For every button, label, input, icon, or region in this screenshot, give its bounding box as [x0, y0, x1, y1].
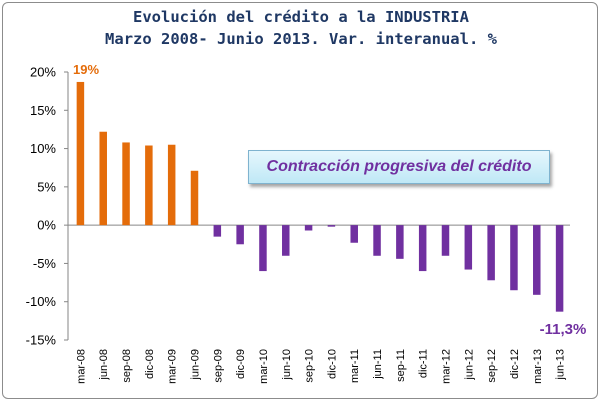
callout-text: Contracción progresiva del crédito [266, 158, 532, 175]
x-tick-label: jun-08 [98, 349, 110, 381]
x-tick-label: jun-12 [463, 349, 475, 381]
x-tick-label: mar-10 [258, 349, 270, 384]
x-tick-label: jun-13 [555, 349, 567, 381]
x-tick-label: jun-10 [281, 349, 293, 381]
y-tick-label: 20% [30, 65, 56, 80]
y-tick-label: 5% [37, 179, 56, 194]
bar [555, 225, 564, 312]
bar [282, 225, 290, 256]
chart-title-block: Evolución del crédito a la INDUSTRIA Mar… [0, 6, 602, 50]
bar [213, 225, 222, 237]
x-tick-label: mar-13 [532, 349, 544, 384]
bar [464, 225, 473, 270]
bars [76, 81, 564, 312]
bar [418, 225, 427, 272]
bar [190, 170, 199, 226]
x-tick-labels: mar-08 jun-08 sep-08 dic-08 mar-09 jun-09 sep-… [75, 349, 566, 384]
x-tick-label: sep-08 [121, 349, 133, 383]
chart-title: Evolución del crédito a la INDUSTRIA [133, 8, 469, 26]
bar [145, 145, 153, 226]
x-tick-label: mar-08 [75, 349, 87, 384]
bar [487, 225, 495, 281]
first-bar-label: 19% [73, 62, 99, 77]
last-bar-label: -11,3% [540, 321, 587, 338]
y-tick-label: 0% [37, 218, 56, 233]
chart-subtitle: Marzo 2008- Junio 2013. Var. interanual.… [105, 30, 497, 48]
bar [350, 225, 358, 243]
x-tick-label: dic-09 [235, 349, 247, 379]
x-tick-label: mar-11 [349, 349, 361, 383]
bar [373, 225, 381, 256]
y-tick-label: -5% [33, 256, 57, 271]
x-tick-label: sep-11 [395, 349, 407, 382]
x-tick-label: dic-08 [144, 349, 156, 379]
bar [327, 225, 336, 227]
bar [122, 142, 130, 226]
x-tick-label: dic-12 [509, 349, 521, 379]
bar [396, 225, 404, 259]
x-tick-label: dic-10 [326, 349, 338, 379]
y-axis: 20% 15% 10% 5% 0% -5% -10% -15% [26, 65, 570, 348]
x-tick-label: sep-10 [304, 349, 316, 383]
bar [236, 225, 244, 245]
y-tick-label: -15% [26, 333, 57, 348]
x-tick-label: mar-12 [441, 349, 453, 384]
bar [304, 225, 313, 231]
bar [167, 144, 176, 226]
bar [259, 225, 267, 272]
y-tick-label: 15% [30, 103, 56, 118]
x-tick-label: sep-12 [486, 349, 498, 383]
y-tick-label: 10% [30, 141, 56, 156]
x-tick-label: mar-09 [167, 349, 179, 384]
bar [99, 131, 107, 226]
callout-box: Contracción progresiva del crédito [248, 150, 550, 184]
bar [510, 225, 518, 291]
x-tick-label: jun-11 [372, 349, 384, 380]
x-tick-label: dic-11 [418, 349, 430, 378]
x-tick-label: sep-09 [212, 349, 224, 383]
y-tick-label: -10% [26, 294, 57, 309]
bar [441, 225, 450, 256]
bar [533, 225, 541, 295]
bar [76, 81, 85, 226]
x-tick-label: jun-09 [190, 349, 202, 381]
